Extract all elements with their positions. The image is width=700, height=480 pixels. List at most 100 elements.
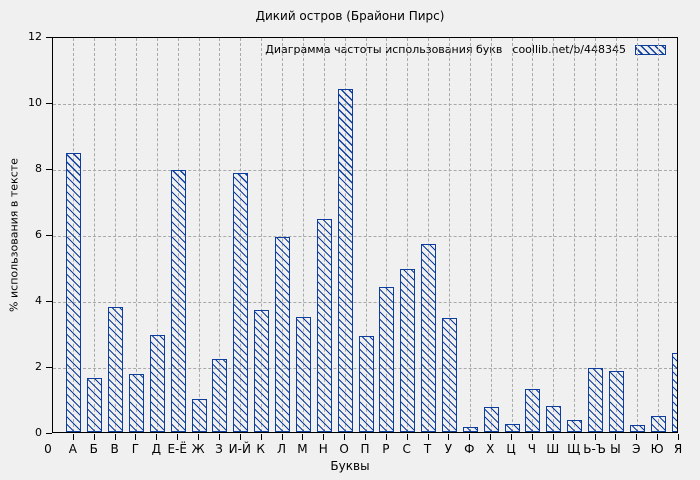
x-tick-mark [198,434,200,440]
bar-В [108,306,124,432]
x-tick-mark [594,434,596,440]
gridline-vertical [532,38,534,432]
gridline-vertical [135,38,137,432]
x-tick-label: А [68,442,77,456]
x-tick-label: В [110,442,119,456]
x-tick-mark [615,434,617,440]
x-tick-mark [657,434,659,440]
x-tick-label: Ь-Ъ [583,442,606,456]
x-tick-mark [406,434,408,440]
x-tick-mark [573,434,575,440]
bar-Ю [650,415,666,432]
x-tick-mark [156,434,158,440]
y-tick-mark [46,169,52,170]
x-tick-label: Б [89,442,98,456]
x-tick-mark [448,434,450,440]
y-tick-mark [46,37,52,38]
gridline-vertical [219,38,221,432]
bar-Б [87,377,103,432]
gridline-vertical [302,38,304,432]
bar-М [295,316,311,432]
gridline-vertical [469,38,471,432]
chart-title: Дикий остров (Брайони Пирс) [255,9,445,23]
gridline-vertical [448,38,450,432]
y-tick-label: 12 [28,30,42,43]
bar-Р [379,286,395,432]
x-tick-label: Ф [464,442,475,456]
x-tick-mark [281,434,283,440]
x-tick-mark [239,434,241,440]
gridline-vertical [386,38,388,432]
x-tick-mark [218,434,220,440]
y-tick-label: 10 [28,96,42,109]
gridline-vertical [407,38,409,432]
bar-И-Й [233,172,249,432]
bar-О [337,88,353,432]
y-tick-label: 2 [35,360,42,373]
x-tick-label: Р [382,442,390,456]
legend: Диаграмма частоты использования букв cool… [265,43,666,56]
legend-hatch-swatch-icon [635,44,666,55]
bar-Ц [504,423,520,432]
bar-Д [149,334,165,432]
y-tick-mark [46,301,52,302]
x-tick-mark [72,434,74,440]
x-tick-label: К [256,442,265,456]
gridline-horizontal [53,170,677,171]
x-tick-label: Т [423,442,432,456]
x-tick-label: Э [632,442,641,456]
x-tick-label: Я [673,442,683,456]
bar-У [441,318,457,432]
gridline-vertical [595,38,597,432]
x-tick-label: Ю [650,442,664,456]
x-tick-label: Ч [527,442,537,456]
gridline-vertical [156,38,158,432]
x-tick-label: Д [151,442,162,456]
gridline-vertical [94,38,96,432]
bar-Ь-Ъ [588,367,604,432]
bar-С [400,268,416,432]
x-tick-label: С [402,442,411,456]
x-tick-mark [636,434,638,440]
plot-area: Диаграмма частоты использования букв cool… [52,37,678,433]
x-tick-mark [177,434,179,440]
bar-Ч [525,389,541,432]
gridline-vertical [115,38,117,432]
x-tick-mark [469,434,471,440]
x-tick-label: Щ [567,442,581,456]
bar-А [66,153,82,432]
y-tick-mark [46,367,52,368]
bar-Е-Ё [170,169,186,432]
legend-label: Диаграмма частоты использования букв [265,43,503,56]
x-tick-label: П [360,442,370,456]
y-tick-mark [46,103,52,104]
bar-Ы [608,370,624,432]
gridline-vertical [428,38,430,432]
gridline-horizontal [53,302,677,303]
bar-Э [629,425,645,432]
y-tick-label: 0 [35,426,42,439]
gridline-vertical [365,38,367,432]
x-tick-mark [552,434,554,440]
x-tick-label: Ы [610,442,621,456]
bar-Г [128,374,144,432]
gridline-vertical [198,38,200,432]
bar-Н [316,219,332,432]
x-tick-label: М [297,442,308,456]
y-tick-label: 6 [35,228,42,241]
x-tick-mark [365,434,366,440]
x-tick-label: Е-Ё [167,442,187,456]
x-tick-mark [385,434,387,440]
bar-Т [421,243,437,432]
x-tick-mark [114,434,116,440]
x-tick-label: У [444,442,453,456]
y-tick-label: 8 [35,162,42,175]
x-axis-title: Буквы [330,459,370,473]
y-tick-mark [46,235,52,236]
bar-Щ [567,420,583,432]
x-tick-mark [302,434,304,440]
bar-П [358,336,374,432]
gridline-vertical [657,38,659,432]
gridline-vertical [282,38,284,432]
